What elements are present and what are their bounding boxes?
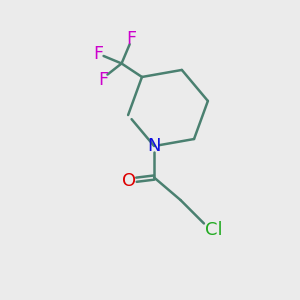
Text: F: F <box>93 46 103 64</box>
Text: Cl: Cl <box>205 221 222 239</box>
Text: F: F <box>98 71 108 89</box>
Text: O: O <box>122 172 136 190</box>
Text: F: F <box>126 30 136 48</box>
Text: N: N <box>147 137 161 155</box>
